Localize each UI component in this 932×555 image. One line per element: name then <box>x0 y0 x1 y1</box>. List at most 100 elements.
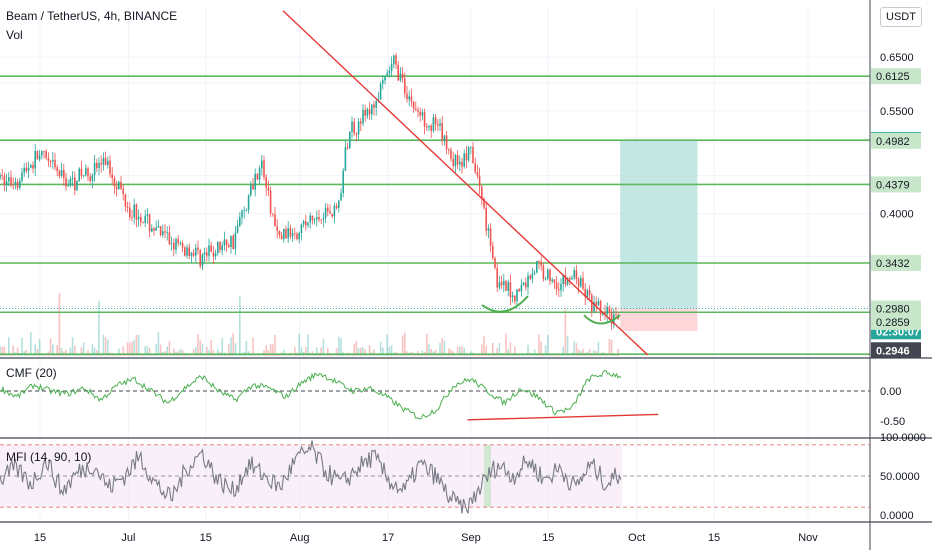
volume-bar <box>566 335 569 356</box>
price-tick-label: 0.5500 <box>880 106 914 118</box>
volume-bar <box>324 353 327 356</box>
descending-trendline[interactable] <box>282 10 649 356</box>
volume-bar <box>322 338 325 356</box>
volume-bar <box>448 348 450 356</box>
volume-bar <box>146 346 149 356</box>
candle-body <box>239 217 241 226</box>
volume-bar <box>509 342 512 356</box>
volume-bar <box>212 349 215 356</box>
volume-bar <box>373 349 375 356</box>
price-label-box <box>871 132 921 149</box>
volume-bar <box>93 347 96 356</box>
candle-body <box>32 165 34 169</box>
volume-bar <box>333 353 336 356</box>
volume-bar <box>96 349 98 356</box>
candle-body <box>76 180 78 191</box>
candle-body <box>65 178 67 187</box>
volume-bars <box>0 292 619 356</box>
volume-bar <box>274 334 276 356</box>
stop-zone[interactable] <box>620 308 698 331</box>
volume-bar <box>419 353 421 356</box>
candle-body <box>366 109 369 116</box>
volume-bar <box>199 340 201 356</box>
candle-body <box>25 167 28 172</box>
horizontal-levels[interactable] <box>0 75 870 355</box>
candle-body <box>170 243 173 245</box>
candle-body <box>175 239 177 250</box>
position-zones[interactable] <box>620 140 698 331</box>
candle-body <box>87 168 89 177</box>
candle-body <box>164 231 166 233</box>
candle-body <box>12 184 14 186</box>
candle-body <box>1 174 3 176</box>
cmf-divergence-line[interactable] <box>467 413 659 421</box>
candle-body <box>3 175 6 186</box>
candle-body <box>459 161 461 165</box>
candle-body <box>553 279 556 283</box>
trendline-layer[interactable] <box>282 10 649 356</box>
volume-bar <box>426 333 428 356</box>
x-tick-label: Aug <box>290 532 310 544</box>
candle-body <box>593 302 595 312</box>
candle-body <box>395 55 397 65</box>
candle-body <box>10 177 12 185</box>
candle-body <box>399 73 402 81</box>
candle-body <box>287 228 289 239</box>
volume-bar <box>170 353 173 356</box>
candle-body <box>573 270 575 278</box>
candle-body <box>434 117 437 125</box>
candle-body <box>313 219 316 221</box>
candle-body <box>384 75 386 81</box>
candle-body <box>575 270 578 280</box>
candle-body <box>507 282 509 291</box>
volume-bar <box>3 346 6 356</box>
volume-bar <box>201 343 204 356</box>
candle-body <box>410 96 413 102</box>
candle-body <box>349 131 351 148</box>
candle-body <box>505 280 507 291</box>
candle-body <box>34 151 36 169</box>
volume-bar <box>195 346 197 356</box>
volume-bar <box>368 345 371 356</box>
candle-body <box>344 147 347 171</box>
candle-body <box>52 159 54 162</box>
candle-body <box>120 181 122 189</box>
volume-bar <box>30 332 32 356</box>
volume-bar <box>34 344 36 356</box>
candle-body <box>525 282 527 288</box>
candle-body <box>346 147 349 148</box>
volume-bar <box>610 340 613 356</box>
volume-bar <box>49 338 52 356</box>
volume-bar <box>206 347 208 356</box>
candle-body <box>558 289 560 291</box>
candle-body <box>529 275 531 279</box>
candle-body <box>267 187 270 191</box>
x-tick-label: Jul <box>121 532 135 544</box>
candle-body <box>155 227 157 231</box>
volume-bar <box>560 353 562 356</box>
candle-body <box>430 125 432 131</box>
volume-bar <box>234 343 237 356</box>
candle-body <box>56 167 58 171</box>
volume-bar <box>538 334 540 356</box>
candle-body <box>536 261 538 273</box>
target-zone[interactable] <box>620 140 698 309</box>
candle-body <box>333 205 336 217</box>
volume-bar <box>533 349 536 356</box>
candle-body <box>118 181 120 190</box>
candle-body <box>549 269 551 282</box>
volume-bar <box>307 334 309 356</box>
volume-bar <box>291 353 294 356</box>
volume-bar <box>256 353 259 356</box>
volume-bar <box>540 341 542 356</box>
volume-bar <box>351 353 353 356</box>
candle-body <box>16 181 19 188</box>
volume-bar <box>36 348 39 356</box>
candle-body <box>113 178 116 187</box>
candle-body <box>243 210 245 211</box>
volume-bar <box>252 337 254 356</box>
volume-bar <box>320 347 322 356</box>
currency-button[interactable]: USDT <box>880 7 922 27</box>
